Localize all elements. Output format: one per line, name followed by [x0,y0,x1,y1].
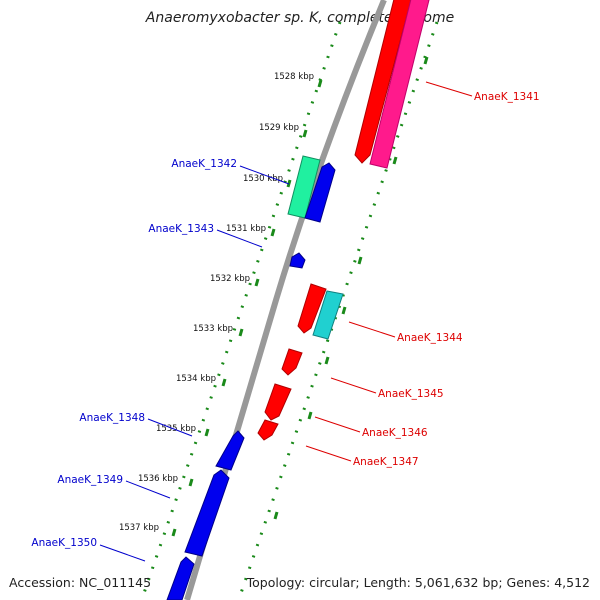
leader-line-anaek-1347 [305,445,352,462]
track-tick [392,156,398,165]
gene-label-anaek-1341[interactable]: AnaeK_1341 [474,91,540,103]
ruler-ticks [171,79,323,537]
leader-line-anaek-1341 [425,81,473,97]
leader-line-anaek-1344 [348,321,396,338]
leader-line-anaek-1342 [239,165,290,185]
gene-anaek-1342-blue[interactable] [304,162,336,223]
gene-label-anaek-1343[interactable]: AnaeK_1343 [148,223,214,235]
gene-anaek-1346[interactable] [264,383,292,421]
ruler-tick [254,278,260,287]
leader-line-anaek-1343 [216,229,263,248]
gene-label-anaek-1345[interactable]: AnaeK_1345 [378,388,444,400]
gene-anaek-1347[interactable] [257,419,279,441]
gene-anaek-1341-pink[interactable] [369,0,430,169]
ruler-label: 1535 kbp [156,424,196,434]
ruler-tick [204,428,210,437]
leader-line-anaek-1349 [125,480,171,499]
ruler-label: 1530 kbp [243,174,283,184]
gene-anaek-1344-cyan[interactable] [312,290,344,340]
gene-anaek-1343[interactable] [289,252,306,269]
accession-text: Accession: NC_011145 [9,575,152,590]
ruler-label: 1536 kbp [138,474,178,484]
gene-label-anaek-1350[interactable]: AnaeK_1350 [31,537,97,549]
ruler-tick [317,79,323,88]
ruler-label: 1531 kbp [226,224,266,234]
ruler-label: 1533 kbp [193,324,233,334]
ruler-label: 1532 kbp [210,274,250,284]
leader-line-anaek-1346 [314,416,361,433]
leader-line-anaek-1350 [99,544,146,562]
ruler-tick [171,528,177,537]
ruler-label: 1534 kbp [176,374,216,384]
gene-label-anaek-1346[interactable]: AnaeK_1346 [362,427,428,439]
ruler-tick [238,328,244,337]
ruler-label: 1537 kbp [119,523,159,533]
gene-anaek-1349[interactable] [184,469,230,557]
track-tick [357,256,363,265]
leader-line-anaek-1345 [330,377,377,394]
track-dotted-ring [238,21,439,597]
track-tick [423,56,429,65]
gene-label-anaek-1344[interactable]: AnaeK_1344 [397,332,463,344]
ruler-tick [270,228,276,237]
ruler-tick [188,478,194,487]
track-tick [324,356,330,365]
ruler-dotted-ring [141,21,342,597]
gene-anaek-1348[interactable] [215,430,245,471]
ruler-label: 1528 kbp [274,72,314,82]
track-tick [307,411,313,420]
gene-label-anaek-1342[interactable]: AnaeK_1342 [171,158,237,170]
ruler-tick [302,129,308,138]
track-tick [341,306,347,315]
gene-label-anaek-1347[interactable]: AnaeK_1347 [353,456,419,468]
gene-anaek-1345[interactable] [281,348,303,376]
leader-line-anaek-1348 [147,418,193,437]
gene-anaek-1341-red[interactable] [354,0,412,164]
gene-label-anaek-1348[interactable]: AnaeK_1348 [79,412,145,424]
gene-anaek-1350[interactable] [166,556,195,600]
ruler-label: 1529 kbp [259,123,299,133]
track-tick [273,511,279,520]
ruler-tick [221,378,227,387]
track-ticks [273,56,429,520]
genome-summary-text: Topology: circular; Length: 5,061,632 bp… [246,575,590,590]
gene-label-anaek-1349[interactable]: AnaeK_1349 [57,474,123,486]
gene-anaek-1344-red[interactable] [297,283,327,334]
